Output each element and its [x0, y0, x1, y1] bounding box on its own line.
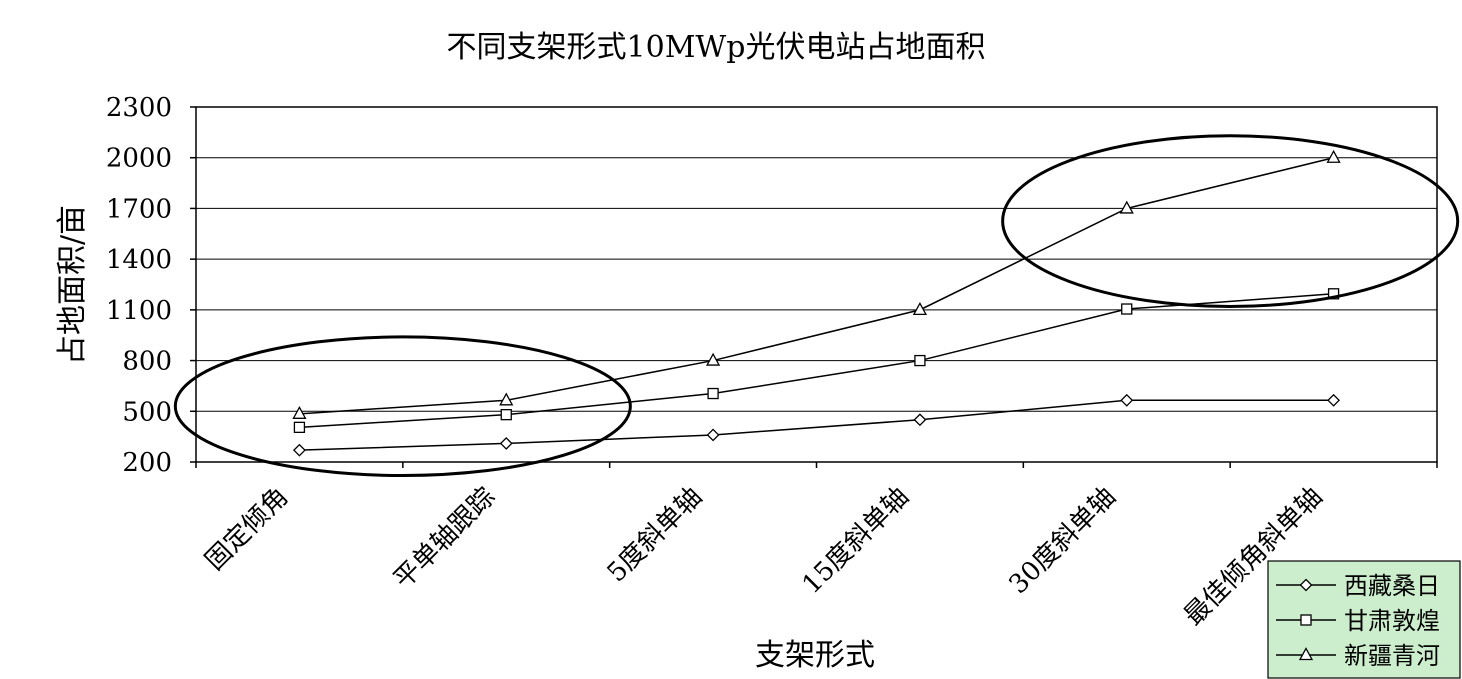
data-point [292, 443, 306, 457]
y-tick-label: 1700 [106, 194, 172, 224]
y-tick-label: 2300 [106, 93, 172, 123]
data-point [500, 409, 512, 421]
legend-marker [1299, 578, 1313, 592]
legend-item: 新疆青河 [1276, 642, 1440, 670]
data-point [292, 405, 307, 419]
x-tick-label: 5度斜单轴 [602, 482, 708, 588]
x-tick-label: 15度斜单轴 [797, 482, 915, 600]
legend-item: 甘肃敦煌 [1276, 607, 1440, 635]
data-point [913, 413, 927, 427]
legend-marker [1300, 614, 1312, 626]
chart-title: 不同支架形式10MWp光伏电站占地面积 [447, 30, 986, 65]
series-1 [293, 288, 1340, 433]
data-point [1327, 288, 1340, 300]
y-tick-label: 1400 [106, 245, 172, 275]
y-tick-label: 800 [122, 347, 172, 377]
data-point [706, 428, 720, 442]
data-point [705, 352, 721, 366]
series-line [299, 156, 1334, 415]
series-0 [292, 393, 1341, 457]
legend-marker [1298, 647, 1314, 661]
data-point [1327, 393, 1341, 407]
series-line [299, 293, 1334, 429]
legend-label: 西藏桑日 [1344, 572, 1440, 600]
data-point [914, 354, 926, 367]
legend-item: 西藏桑日 [1276, 572, 1440, 600]
x-axis-ticks: 固定倾角 平单轴跟踪 5度斜单轴 15度斜单轴 30度斜单轴 最佳倾角斜单轴 [195, 462, 1438, 632]
data-point [1120, 393, 1134, 407]
annotation-layer [173, 134, 1460, 478]
data-point [499, 392, 514, 406]
y-tick-label: 2000 [106, 144, 172, 174]
data-point [1119, 200, 1134, 214]
y-axis-title: 占地面积/亩 [55, 205, 90, 365]
series-layer [292, 149, 1341, 457]
data-point [707, 387, 719, 400]
legend-label: 新疆青河 [1344, 642, 1440, 670]
x-tick-label: 平单轴跟踪 [388, 482, 501, 595]
annotation-ellipse [1001, 134, 1460, 308]
annotation-ellipse [173, 335, 632, 478]
data-point [499, 436, 513, 450]
data-point [912, 301, 928, 316]
y-tick-label: 1100 [106, 296, 172, 326]
y-tick-label: 500 [122, 397, 172, 427]
data-point [293, 421, 306, 433]
y-tick-label: 200 [122, 448, 172, 478]
gridlines [196, 106, 1437, 463]
series-line [299, 399, 1334, 451]
legend-label: 甘肃敦煌 [1344, 607, 1440, 635]
x-tick-label: 30度斜单轴 [1004, 482, 1122, 600]
y-axis-ticks: 200 500 800 1100 1400 1700 2000 2300 [106, 93, 196, 478]
series-2 [292, 149, 1341, 419]
data-point [1326, 149, 1341, 163]
data-point [1121, 303, 1133, 315]
x-axis-title: 支架形式 [755, 638, 875, 673]
x-tick-label: 固定倾角 [200, 482, 295, 577]
